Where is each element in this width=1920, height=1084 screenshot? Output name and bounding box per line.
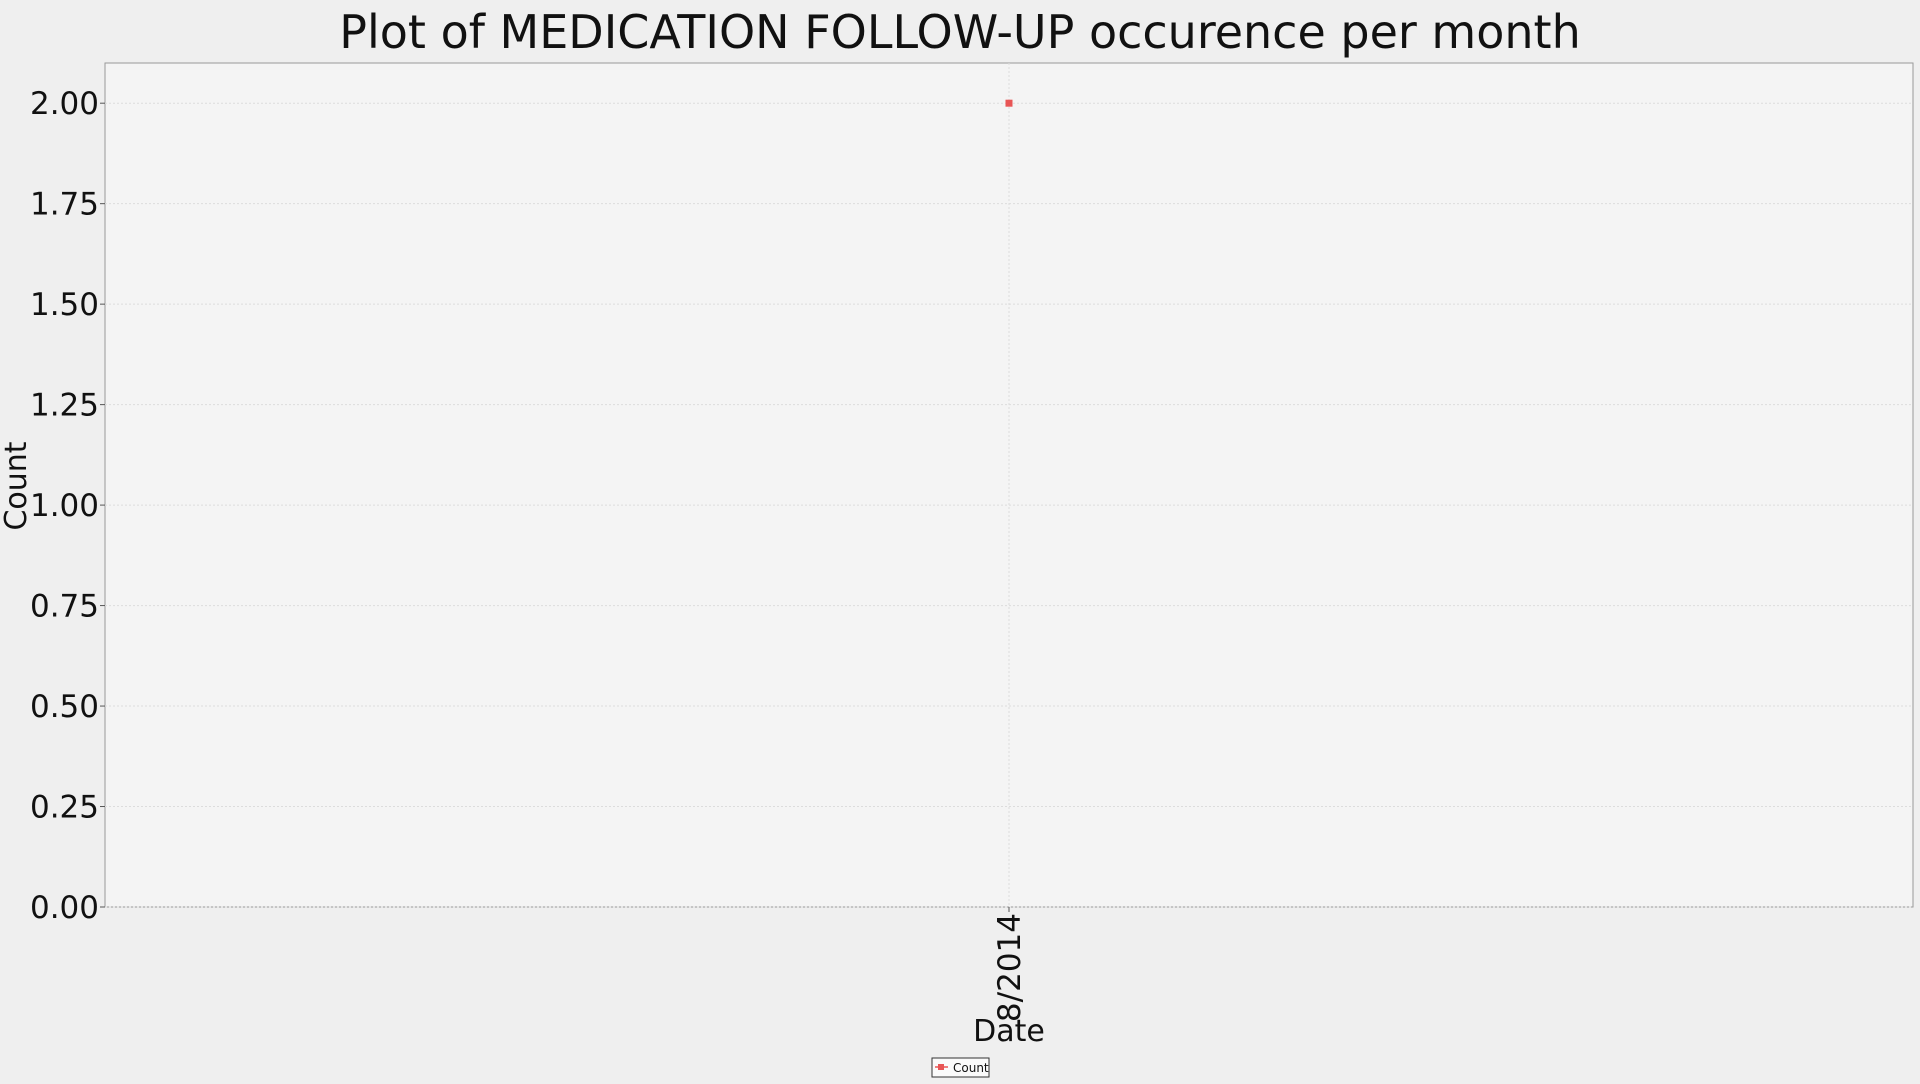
data-points [1005, 99, 1013, 107]
x-tick-label: 8/2014 [992, 913, 1028, 1022]
y-axis-label: Count [0, 441, 34, 530]
data-point [1005, 99, 1013, 107]
y-tick-label: 0.50 [30, 689, 99, 725]
x-axis-label: Date [973, 1014, 1045, 1049]
y-tick-label: 0.25 [30, 790, 99, 826]
y-tick-label: 1.25 [30, 388, 99, 424]
chart-title: Plot of MEDICATION FOLLOW-UP occurence p… [339, 5, 1580, 59]
legend: Count [931, 1057, 990, 1078]
x-axis-ticks: 8/2014 [992, 907, 1028, 1022]
y-tick-label: 1.00 [30, 488, 99, 524]
y-tick-label: 1.50 [30, 287, 99, 323]
legend-box [931, 1057, 990, 1078]
legend-label-count: Count [953, 1061, 989, 1075]
y-tick-label: 1.75 [30, 187, 99, 223]
y-tick-label: 0.75 [30, 589, 99, 625]
y-tick-label: 0.00 [30, 890, 99, 926]
y-tick-label: 2.00 [30, 86, 99, 122]
y-axis-ticks: 0.00 0.25 0.50 0.75 1.00 1.25 1.50 1.75 2.00 [30, 86, 105, 926]
legend-swatch-marker [938, 1064, 944, 1070]
